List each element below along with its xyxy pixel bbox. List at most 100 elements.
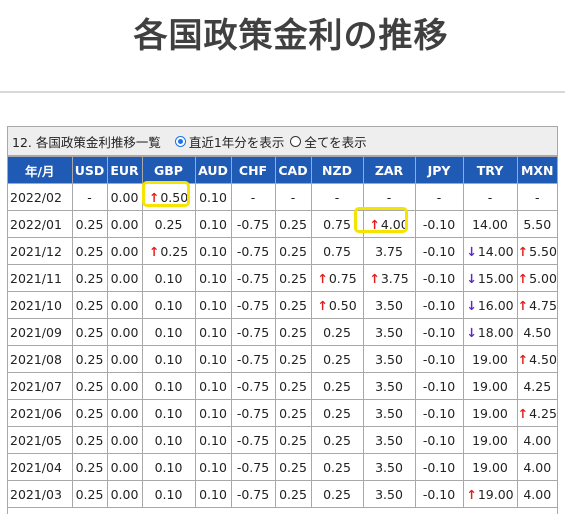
rate-value: 18.00 bbox=[477, 324, 514, 340]
radio-show-all-label: 全てを表示 bbox=[304, 134, 367, 150]
month-cell: 2022/01 bbox=[8, 210, 73, 238]
rate-cell: - bbox=[462, 183, 518, 211]
rate-cell: ↑0.50 bbox=[141, 183, 196, 211]
rate-cell: ↑3.75 bbox=[362, 264, 416, 292]
column-header: USD bbox=[71, 156, 108, 184]
rate-cell: - bbox=[362, 183, 416, 211]
rate-cell: -0.75 bbox=[230, 318, 276, 346]
column-header: AUD bbox=[194, 156, 232, 184]
up-arrow-icon: ↑ bbox=[517, 243, 529, 259]
rate-cell: -0.10 bbox=[414, 399, 464, 427]
rate-cell: 0.25 bbox=[274, 210, 312, 238]
up-arrow-icon: ↑ bbox=[148, 189, 160, 205]
rate-cell: -0.75 bbox=[230, 453, 276, 481]
column-header: 年/月 bbox=[8, 156, 73, 184]
rate-value: 19.00 bbox=[477, 486, 514, 502]
rate-cell: 0.75 bbox=[310, 210, 364, 238]
rate-cell: 0.25 bbox=[71, 237, 108, 265]
rate-value: 3.75 bbox=[380, 270, 409, 286]
rate-cell: -0.75 bbox=[230, 426, 276, 454]
rate-cell: -0.75 bbox=[230, 291, 276, 319]
rate-value: 5.50 bbox=[529, 243, 557, 259]
rate-cell: 0.25 bbox=[274, 345, 312, 373]
rate-cell: 3.50 bbox=[362, 399, 416, 427]
rate-cell: 3.50 bbox=[362, 345, 416, 373]
rate-cell: 4.50 bbox=[516, 318, 557, 346]
rate-cell: -0.75 bbox=[230, 237, 276, 265]
column-header: ZAR bbox=[362, 156, 416, 184]
month-cell: 2021/04 bbox=[8, 453, 73, 481]
policy-rate-table: 年/月 USD EUR GBP AUD CHF CAD NZD ZAR JPY TRY MXN 202… bbox=[8, 156, 557, 508]
rate-value: 4.50 bbox=[529, 351, 557, 367]
rate-cell: 0.25 bbox=[274, 372, 312, 400]
column-header: CHF bbox=[230, 156, 276, 184]
rate-cell: 0.25 bbox=[310, 372, 364, 400]
rate-cell: - bbox=[310, 183, 364, 211]
panel-header: 12. 各国政策金利推移一覧 直近1年分を表示 全てを表示 bbox=[8, 127, 557, 156]
rate-value: 4.00 bbox=[380, 216, 409, 232]
table-row: 2021/07 0.25 0.00 0.10 0.10 -0.75 0.25 0.25 3.50… bbox=[8, 372, 557, 400]
rate-cell: 5.50 bbox=[516, 210, 557, 238]
rate-value: 4.75 bbox=[529, 297, 557, 313]
rate-cell: 0.25 bbox=[310, 399, 364, 427]
radio-recent-year[interactable]: 直近1年分を表示 bbox=[174, 132, 285, 151]
table-row: 2021/10 0.25 0.00 0.10 0.10 -0.75 0.25 ↑0.50 3.5… bbox=[8, 291, 557, 319]
rate-cell: -0.10 bbox=[414, 318, 464, 346]
up-arrow-icon: ↑ bbox=[517, 270, 529, 286]
rate-cell: 3.50 bbox=[362, 453, 416, 481]
rate-cell: 0.10 bbox=[194, 453, 232, 481]
column-header: GBP bbox=[141, 156, 196, 184]
rate-cell: 0.10 bbox=[141, 399, 196, 427]
rate-cell: 0.10 bbox=[141, 480, 196, 508]
radio-recent-year-indicator[interactable] bbox=[174, 135, 186, 147]
table-row: 2021/09 0.25 0.00 0.10 0.10 -0.75 0.25 0.25 3.50… bbox=[8, 318, 557, 346]
radio-show-all[interactable]: 全てを表示 bbox=[290, 132, 367, 151]
month-cell: 2021/03 bbox=[8, 480, 73, 508]
rate-cell: ↑4.50 bbox=[516, 345, 557, 373]
up-arrow-icon: ↑ bbox=[317, 297, 328, 313]
rate-cell: 19.00 bbox=[462, 453, 518, 481]
rate-cell: 0.25 bbox=[71, 426, 108, 454]
column-header: MXN bbox=[516, 156, 557, 184]
rate-cell: 0.25 bbox=[71, 480, 108, 508]
rate-cell: 19.00 bbox=[462, 372, 518, 400]
rate-cell: 0.25 bbox=[71, 318, 108, 346]
rate-cell: 0.00 bbox=[106, 183, 143, 211]
rate-cell: 0.00 bbox=[106, 318, 143, 346]
rate-cell: 3.50 bbox=[362, 291, 416, 319]
month-cell: 2021/06 bbox=[8, 399, 73, 427]
up-arrow-icon: ↑ bbox=[148, 243, 160, 259]
rate-cell: 4.00 bbox=[516, 480, 557, 508]
table-row: 2021/05 0.25 0.00 0.10 0.10 -0.75 0.25 0.25 3.50… bbox=[8, 426, 557, 454]
rate-cell: 19.00 bbox=[462, 399, 518, 427]
rate-cell: 0.25 bbox=[71, 453, 108, 481]
rate-cell: 0.25 bbox=[274, 318, 312, 346]
rate-cell: ↑4.25 bbox=[516, 399, 557, 427]
rate-cell: - bbox=[274, 183, 312, 211]
rate-cell: 14.00 bbox=[462, 210, 518, 238]
rate-cell: -0.75 bbox=[230, 264, 276, 292]
rate-cell: 0.25 bbox=[71, 291, 108, 319]
radio-recent-year-label: 直近1年分を表示 bbox=[188, 134, 285, 150]
table-row: 2021/03 0.25 0.00 0.10 0.10 -0.75 0.25 0.25 3.50… bbox=[8, 480, 557, 508]
rate-value: 16.00 bbox=[477, 297, 514, 313]
down-arrow-icon: ↓ bbox=[466, 243, 477, 259]
rate-cell: 0.10 bbox=[194, 426, 232, 454]
rate-value: 15.00 bbox=[477, 270, 514, 286]
rate-cell: -0.10 bbox=[414, 453, 464, 481]
rate-cell: 3.50 bbox=[362, 318, 416, 346]
radio-show-all-indicator[interactable] bbox=[290, 135, 302, 147]
rate-cell: 0.10 bbox=[141, 318, 196, 346]
month-cell: 2021/11 bbox=[8, 264, 73, 292]
up-arrow-icon: ↑ bbox=[517, 405, 529, 421]
table-row: 2021/08 0.25 0.00 0.10 0.10 -0.75 0.25 0.25 3.50… bbox=[8, 345, 557, 373]
rate-cell: ↑0.50 bbox=[310, 291, 364, 319]
column-header: NZD bbox=[310, 156, 364, 184]
rate-cell: 19.00 bbox=[462, 345, 518, 373]
rate-value: 5.00 bbox=[529, 270, 557, 286]
rate-cell: 0.75 bbox=[310, 237, 364, 265]
rate-cell: -0.10 bbox=[414, 291, 464, 319]
rate-cell: -0.75 bbox=[230, 210, 276, 238]
rate-cell: 0.10 bbox=[141, 291, 196, 319]
rate-cell: 0.00 bbox=[106, 237, 143, 265]
